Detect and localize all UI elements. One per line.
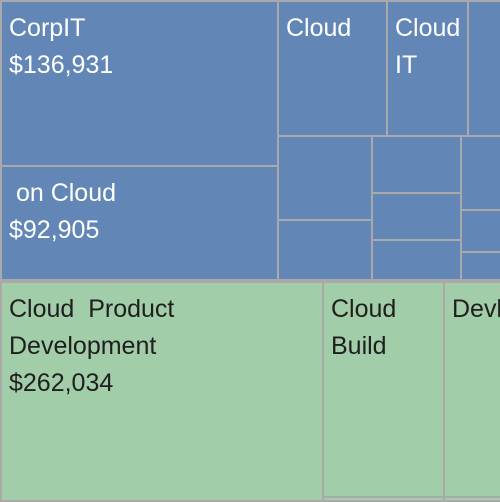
tile-label: Cloud Product Development $262,034 [9, 295, 175, 397]
tile-label: CorpIT $136,931 [9, 14, 114, 79]
tile-label: Cloud IT [395, 14, 461, 79]
treemap-tile-cloud-it: Cloud IT [386, 0, 469, 137]
treemap-tile-it-small-5 [371, 192, 462, 241]
treemap-tile-it-small-8 [460, 209, 500, 253]
treemap-tile-it-small-2 [277, 135, 373, 221]
treemap-tile-devl: Devl [443, 281, 500, 502]
treemap-tile-it-small-1 [467, 0, 500, 137]
treemap-tile-corp-it: CorpIT $136,931 [0, 0, 279, 167]
tile-label: Cloud Build [331, 295, 397, 360]
treemap-tile-product-small-1 [322, 496, 445, 502]
treemap-tile-on-cloud: on Cloud $92,905 [0, 165, 279, 281]
treemap-tile-product-small-2 [443, 496, 500, 502]
tile-label: Devl [452, 295, 500, 323]
treemap-tile-cloud-product-development: Cloud Product Development $262,034 [0, 281, 324, 502]
treemap-tile-it-small-6 [371, 239, 462, 281]
tile-label: on Cloud $92,905 [9, 179, 117, 244]
treemap-tile-it-small-9 [460, 251, 500, 281]
treemap-tile-it-small-7 [460, 135, 500, 211]
tile-label: Cloud [286, 14, 352, 42]
treemap-tile-it-small-3 [277, 219, 373, 281]
treemap-tile-cloud-1: Cloud [277, 0, 388, 137]
treemap-tile-cloud-build: Cloud Build [322, 281, 445, 498]
treemap-tile-it-small-4 [371, 135, 462, 194]
